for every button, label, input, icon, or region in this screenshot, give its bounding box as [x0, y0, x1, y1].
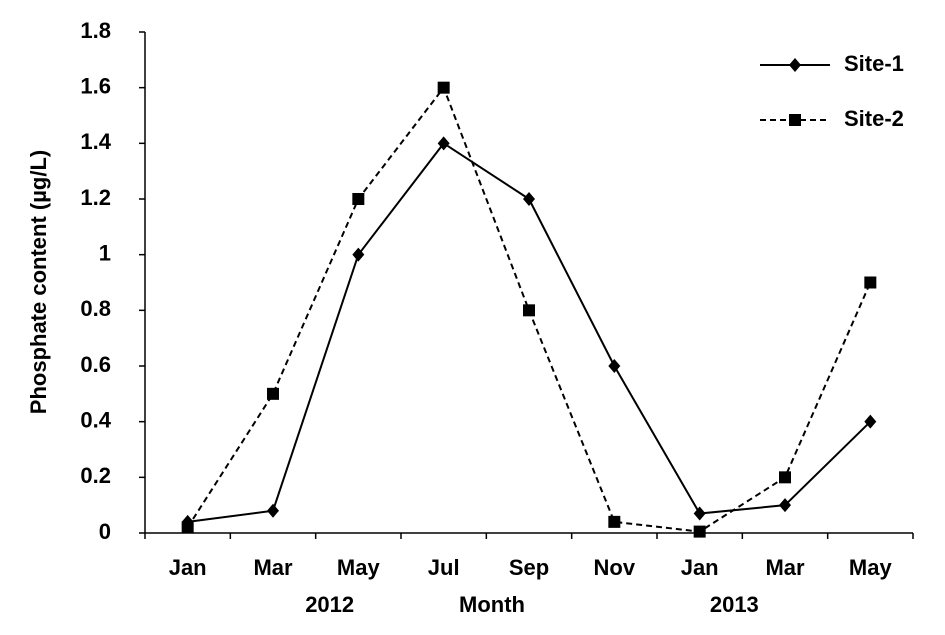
marker — [608, 515, 621, 528]
x-tick-label: Jan — [681, 555, 719, 580]
marker — [693, 525, 706, 538]
x-tick-label: Mar — [253, 555, 293, 580]
y-tick-label: 1.2 — [80, 185, 111, 210]
marker — [352, 193, 365, 205]
x-tick-label: May — [849, 555, 893, 580]
x-tick-label: Jul — [428, 555, 460, 580]
y-tick-label: 1 — [99, 240, 111, 265]
y-tick-label: 0.8 — [80, 296, 111, 321]
x-tick-label: Jan — [169, 555, 207, 580]
marker — [864, 276, 877, 289]
x-tick-label: Nov — [594, 555, 636, 580]
legend-marker — [789, 114, 801, 126]
series-line — [186, 85, 872, 533]
x-tick-label: Mar — [765, 555, 805, 580]
marker — [523, 192, 535, 206]
marker — [864, 414, 877, 429]
x-axis-label: Month — [459, 592, 525, 617]
marker — [352, 247, 365, 262]
marker — [779, 471, 791, 484]
year-label: 2013 — [710, 592, 759, 617]
y-axis-label: Phosphate content (µg/L) — [26, 150, 51, 414]
y-tick-label: 0.2 — [80, 463, 111, 488]
y-tick-label: 1.8 — [80, 18, 111, 43]
y-tick-label: 1.6 — [80, 73, 111, 98]
marker — [267, 387, 279, 400]
marker — [437, 81, 450, 94]
x-tick-label: May — [337, 555, 381, 580]
x-tick-label: Sep — [509, 555, 549, 580]
y-tick-label: 0.6 — [80, 352, 111, 377]
year-label: 2012 — [305, 592, 354, 617]
marker — [779, 498, 791, 513]
marker — [523, 304, 535, 317]
marker — [437, 136, 450, 151]
y-tick-label: 0.4 — [80, 407, 111, 432]
marker — [608, 359, 621, 373]
marker — [693, 506, 706, 521]
marker — [267, 503, 279, 518]
legend-marker — [789, 58, 801, 72]
y-tick-label: 0 — [99, 519, 111, 544]
legend-label: Site-1 — [844, 51, 904, 76]
legend-label: Site-2 — [844, 106, 904, 131]
marker — [181, 521, 194, 534]
y-tick-label: 1.4 — [80, 129, 111, 154]
